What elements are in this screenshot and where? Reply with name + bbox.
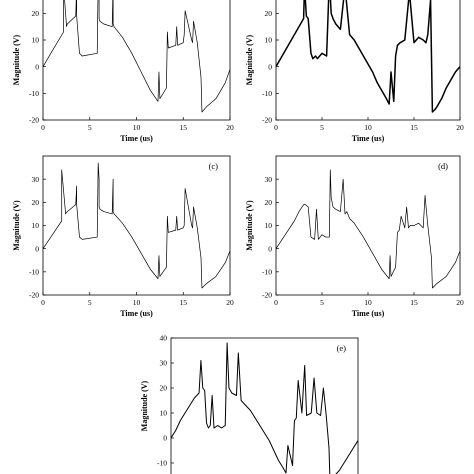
y-tick-label: 20 — [265, 9, 273, 18]
y-tick-label: 20 — [32, 9, 40, 18]
plot-frame — [275, 155, 461, 296]
x-tick-label: 10 — [133, 298, 141, 307]
x-tick-label: 10 — [364, 298, 372, 307]
x-tick-label: 20 — [226, 298, 234, 307]
series-line — [43, 162, 230, 289]
chart-panel-2: -20 -10 0 10 20 0 5 10 15 20 Time (us) Magnitude (V… — [245, 0, 464, 143]
x-tick-label: 15 — [410, 298, 418, 307]
chart-panel-5: -10 0 10 20 30 40 Magnitude (V) (e) — [140, 334, 359, 474]
y-tick-label: -10 — [29, 267, 39, 276]
y-tick-label: -10 — [262, 89, 272, 98]
y-axis-label: Magnitude (V) — [12, 34, 21, 85]
y-tick-label: -10 — [29, 89, 39, 98]
y-tick-label: 10 — [160, 409, 168, 418]
y-tick-label: 40 — [160, 334, 168, 343]
x-tick-label: 15 — [180, 123, 188, 132]
panel-label: (e) — [337, 343, 347, 353]
chart-panel-1: -20 -10 0 10 20 0 5 10 15 20 Time (us) Magnitude (V… — [12, 0, 234, 143]
x-axis-label: Time (us) — [120, 134, 153, 143]
x-tick-label: 0 — [41, 123, 45, 132]
y-axis-label: Magnitude (V) — [12, 200, 21, 251]
y-tick-label: 30 — [160, 359, 168, 368]
x-tick-label: 5 — [320, 123, 324, 132]
y-tick-label: 0 — [35, 62, 39, 71]
y-tick-label: -20 — [29, 116, 39, 125]
y-tick-label: 10 — [265, 36, 273, 45]
x-tick-label: 0 — [41, 298, 45, 307]
y-axis-label: Magnitude (V) — [245, 34, 254, 85]
y-tick-label: -20 — [29, 291, 39, 300]
y-tick-label: -10 — [262, 267, 272, 276]
x-tick-label: 0 — [274, 123, 278, 132]
y-tick-label: -20 — [262, 116, 272, 125]
panel-label: (c) — [209, 161, 219, 171]
series-line — [276, 169, 460, 289]
y-tick-label: 0 — [35, 244, 39, 253]
y-tick-label: 0 — [268, 244, 272, 253]
y-tick-label: 20 — [32, 198, 40, 207]
plot-frame — [42, 155, 231, 296]
chart-panel-4: -20 -10 0 10 20 30 0 5 10 15 20 Time (us) Magnitude … — [245, 155, 464, 318]
y-tick-label: 30 — [265, 175, 273, 184]
y-tick-label: 20 — [265, 198, 273, 207]
x-tick-label: 15 — [410, 123, 418, 132]
y-tick-label: 20 — [160, 384, 168, 393]
chart-panel-3: -20 -10 0 10 20 30 0 5 10 15 20 Time (us) Magnitude … — [12, 155, 234, 318]
x-axis-label: Time (us) — [352, 309, 385, 318]
y-tick-label: -20 — [262, 291, 272, 300]
y-tick-label: 10 — [32, 221, 40, 230]
y-tick-label: 10 — [32, 36, 40, 45]
panel-label: (d) — [438, 161, 448, 171]
series-line — [171, 342, 358, 474]
y-axis-label: Magnitude (V) — [140, 380, 149, 431]
y-tick-label: 10 — [265, 221, 273, 230]
x-tick-label: 5 — [320, 298, 324, 307]
x-tick-label: 15 — [180, 298, 188, 307]
x-tick-label: 10 — [364, 123, 372, 132]
plot-frame — [170, 337, 359, 474]
y-tick-label: 30 — [32, 175, 40, 184]
series-line — [276, 0, 460, 113]
y-tick-label: 0 — [163, 434, 167, 443]
x-axis-label: Time (us) — [352, 134, 385, 143]
x-axis-label: Time (us) — [120, 309, 153, 318]
y-tick-label: -10 — [157, 459, 167, 468]
x-tick-label: 20 — [456, 123, 464, 132]
x-tick-label: 20 — [456, 298, 464, 307]
y-tick-label: 0 — [268, 62, 272, 71]
x-tick-label: 0 — [274, 298, 278, 307]
series-line — [43, 0, 230, 113]
x-tick-label: 5 — [88, 123, 92, 132]
x-tick-label: 10 — [133, 123, 141, 132]
x-tick-label: 5 — [88, 298, 92, 307]
y-axis-label: Magnitude (V) — [245, 200, 254, 251]
x-tick-label: 20 — [226, 123, 234, 132]
